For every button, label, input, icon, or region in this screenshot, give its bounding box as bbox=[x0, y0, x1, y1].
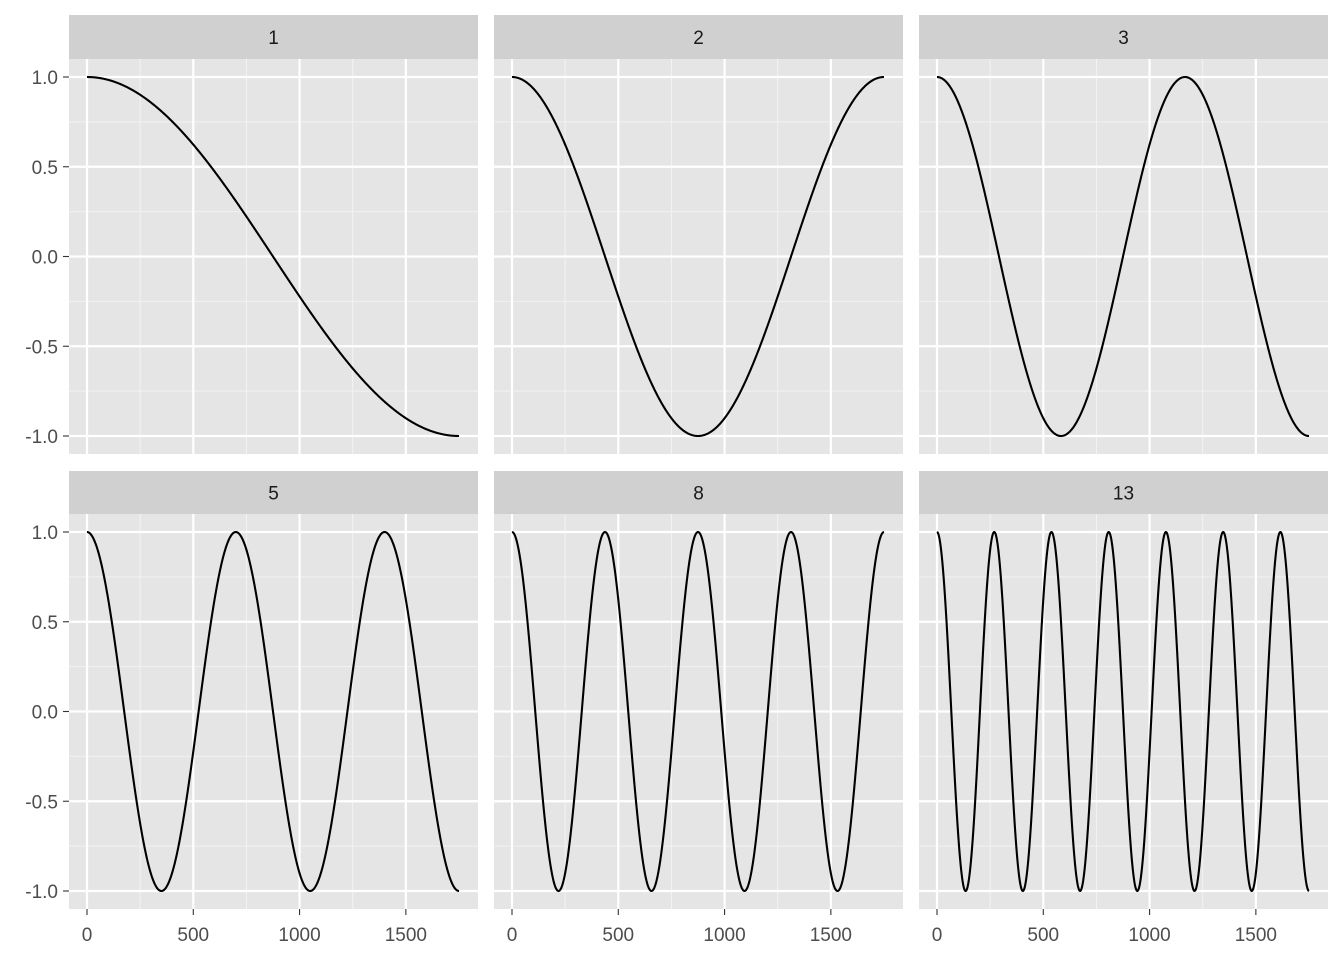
x-tick-label: 500 bbox=[602, 925, 634, 946]
y-tick-label: -1.0 bbox=[25, 427, 58, 448]
facet-panel-5: 5 1.0 0.5 0.0 -0.5 -1.0 0 500 1000 1500 bbox=[25, 471, 478, 946]
x-tick-label: 1500 bbox=[1235, 925, 1277, 946]
facet-panel-13: 13 0 500 1000 1500 bbox=[919, 471, 1328, 946]
series-line-5 bbox=[86, 530, 460, 893]
y-tick-label: 1.0 bbox=[32, 68, 58, 89]
x-tick-label: 0 bbox=[82, 925, 93, 946]
facet-strip bbox=[69, 471, 478, 514]
y-tick-label: 1.0 bbox=[32, 523, 58, 544]
facet-panel-1: 1 1.0 0.5 0.0 -0.5 -1.0 bbox=[25, 15, 478, 454]
facet-strip bbox=[919, 471, 1328, 514]
facet-strip-label: 2 bbox=[693, 28, 704, 49]
facet-strip-label: 8 bbox=[693, 484, 704, 505]
series-line-8 bbox=[511, 530, 885, 893]
facet-strip-label: 5 bbox=[268, 484, 279, 505]
facet-strip-label: 13 bbox=[1113, 484, 1134, 505]
facet-strip-label: 1 bbox=[268, 28, 279, 49]
x-tick-label: 0 bbox=[932, 925, 943, 946]
series-line-1 bbox=[86, 75, 460, 438]
facet-strip bbox=[494, 471, 903, 514]
facet-strip bbox=[919, 15, 1328, 59]
series-line-2 bbox=[511, 75, 885, 438]
x-tick-label: 1000 bbox=[1128, 925, 1170, 946]
y-tick-label: 0.5 bbox=[32, 613, 58, 634]
y-tick-label: -0.5 bbox=[25, 792, 58, 813]
x-tick-label: 500 bbox=[1027, 925, 1059, 946]
series-line-3 bbox=[936, 75, 1310, 438]
x-tick-label: 1500 bbox=[385, 925, 427, 946]
series-line-13 bbox=[936, 530, 1310, 893]
y-tick-label: -0.5 bbox=[25, 337, 58, 358]
x-tick-label: 1000 bbox=[703, 925, 745, 946]
x-tick-label: 1000 bbox=[278, 925, 320, 946]
facet-strip-label: 3 bbox=[1118, 28, 1129, 49]
facet-panel-8: 8 0 500 1000 1500 bbox=[494, 471, 903, 946]
x-tick-label: 1500 bbox=[810, 925, 852, 946]
y-tick-label: 0.5 bbox=[32, 158, 58, 179]
x-tick-label: 500 bbox=[177, 925, 209, 946]
facet-strip bbox=[69, 15, 478, 59]
facet-panel-3: 3 bbox=[919, 15, 1328, 454]
y-tick-label: 0.0 bbox=[32, 248, 58, 269]
y-tick-label: 0.0 bbox=[32, 703, 58, 724]
facet-panel-2: 2 bbox=[494, 15, 903, 454]
facet-strip bbox=[494, 15, 903, 59]
x-tick-label: 0 bbox=[507, 925, 518, 946]
y-tick-label: -1.0 bbox=[25, 882, 58, 903]
